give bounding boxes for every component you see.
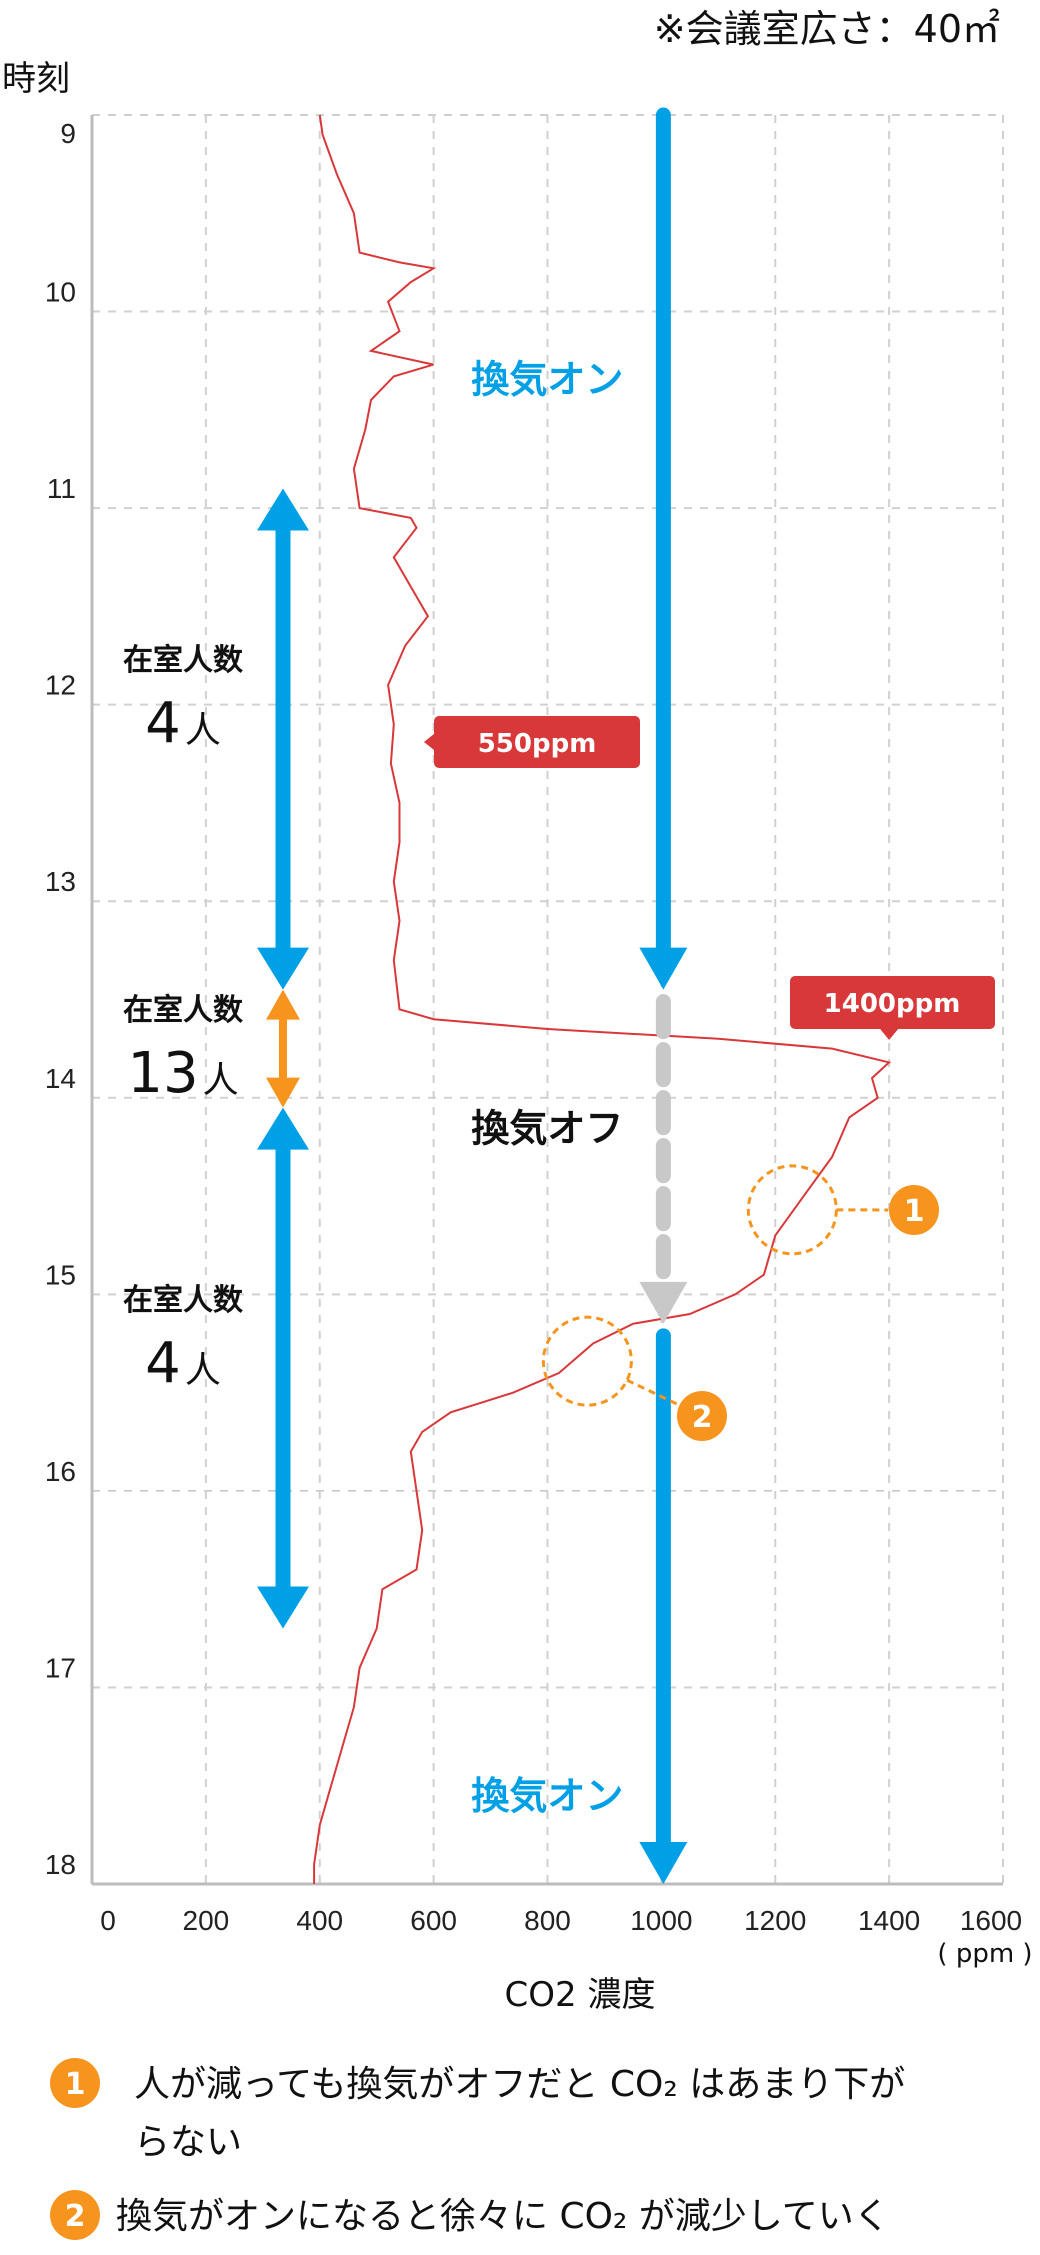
co2-series-line [313, 114, 892, 1884]
note-number: 1 [65, 2067, 86, 2102]
arrow-down-icon [639, 1842, 688, 1884]
occupancy-unit: 人 [185, 710, 221, 751]
callout-box [434, 716, 640, 768]
ventilation-label: 換気オン [471, 1774, 623, 1818]
occupancy-number: 4 [145, 691, 181, 756]
marker-badge [677, 1391, 727, 1441]
callout-pointer [880, 1029, 899, 1040]
y-tick-label: 12 [45, 670, 76, 701]
arrow-down-icon [639, 1281, 688, 1324]
occupancy-title: 在室人数 [123, 643, 244, 678]
x-tick-label: 1400 [858, 1905, 920, 1936]
leader-line [626, 1378, 680, 1407]
y-tick-label: 10 [45, 277, 76, 308]
x-axis-unit: ( ppm ) [937, 1939, 1032, 1969]
y-tick-label: 9 [60, 118, 76, 149]
note-text: 人が減っても換気がオフだと CO₂ はあまり下が [134, 2064, 905, 2105]
y-tick-label: 13 [45, 866, 76, 897]
callout-label: 1400ppm [824, 989, 961, 1019]
markers: 12 [541, 1164, 939, 1441]
x-tick-label: 600 [410, 1905, 457, 1936]
occupancy-number: 4 [145, 1331, 181, 1396]
y-tick-label: 15 [45, 1259, 76, 1290]
x-tick-label: 400 [296, 1905, 343, 1936]
arrow-down-icon [266, 1077, 300, 1108]
callout-box [790, 976, 995, 1029]
occupancy-unit: 人 [185, 1350, 221, 1391]
y-tick-label: 11 [47, 473, 76, 504]
x-ticks: 0 200 400 600 800 1000 1200 1400 1600 [100, 1905, 1022, 1936]
y-ticks: 9 10 11 12 13 14 15 16 17 18 [45, 118, 76, 1880]
callout-pointer [424, 734, 434, 750]
occupancy-title: 在室人数 [123, 1283, 244, 1318]
ventilation-label: 換気オン [471, 357, 623, 401]
note-number: 2 [65, 2199, 86, 2234]
occupancy-number: 13 [127, 1041, 198, 1106]
note-text: 換気がオンになると徐々に CO₂ が減少していく [116, 2196, 890, 2237]
y-tick-label: 16 [45, 1456, 76, 1487]
x-tick-label: 1600 [960, 1905, 1022, 1936]
y-tick-label: 18 [45, 1849, 76, 1880]
arrow-up-icon [257, 488, 309, 531]
highlight-circle [541, 1315, 633, 1407]
y-tick-label: 14 [45, 1063, 76, 1094]
arrow-up-icon [266, 989, 300, 1020]
x-tick-label: 200 [183, 1905, 230, 1936]
occupancy-title: 在室人数 [123, 993, 244, 1028]
x-axis-title: CO2 濃度 [505, 1975, 656, 2015]
y-axis-title: 時刻 [2, 59, 70, 99]
x-tick-label: 0 [100, 1905, 116, 1936]
note-badge [50, 2190, 100, 2240]
callout-label: 550ppm [478, 729, 597, 759]
x-tick-label: 1000 [630, 1905, 692, 1936]
highlight-circle [746, 1164, 838, 1256]
arrow-down-icon [639, 947, 688, 990]
ventilation-label: 換気オフ [471, 1107, 623, 1151]
marker-badge [889, 1185, 939, 1235]
arrow-up-icon [257, 1107, 309, 1150]
marker-number: 2 [692, 1400, 713, 1435]
y-tick-label: 17 [45, 1652, 76, 1683]
note-text: らない [134, 2122, 242, 2163]
arrow-down-icon [257, 1586, 309, 1629]
marker-number: 1 [904, 1194, 925, 1229]
x-tick-label: 800 [524, 1905, 571, 1936]
note-badge [50, 2058, 100, 2108]
callouts: 550ppm 1400ppm [424, 716, 995, 1040]
room-size-note: ※会議室広さ：40㎡ [654, 7, 1000, 51]
x-tick-label: 1200 [744, 1905, 806, 1936]
arrow-down-icon [257, 947, 309, 990]
occupancy-count: 13 人 [127, 1041, 238, 1106]
occupancy-unit: 人 [203, 1060, 239, 1101]
